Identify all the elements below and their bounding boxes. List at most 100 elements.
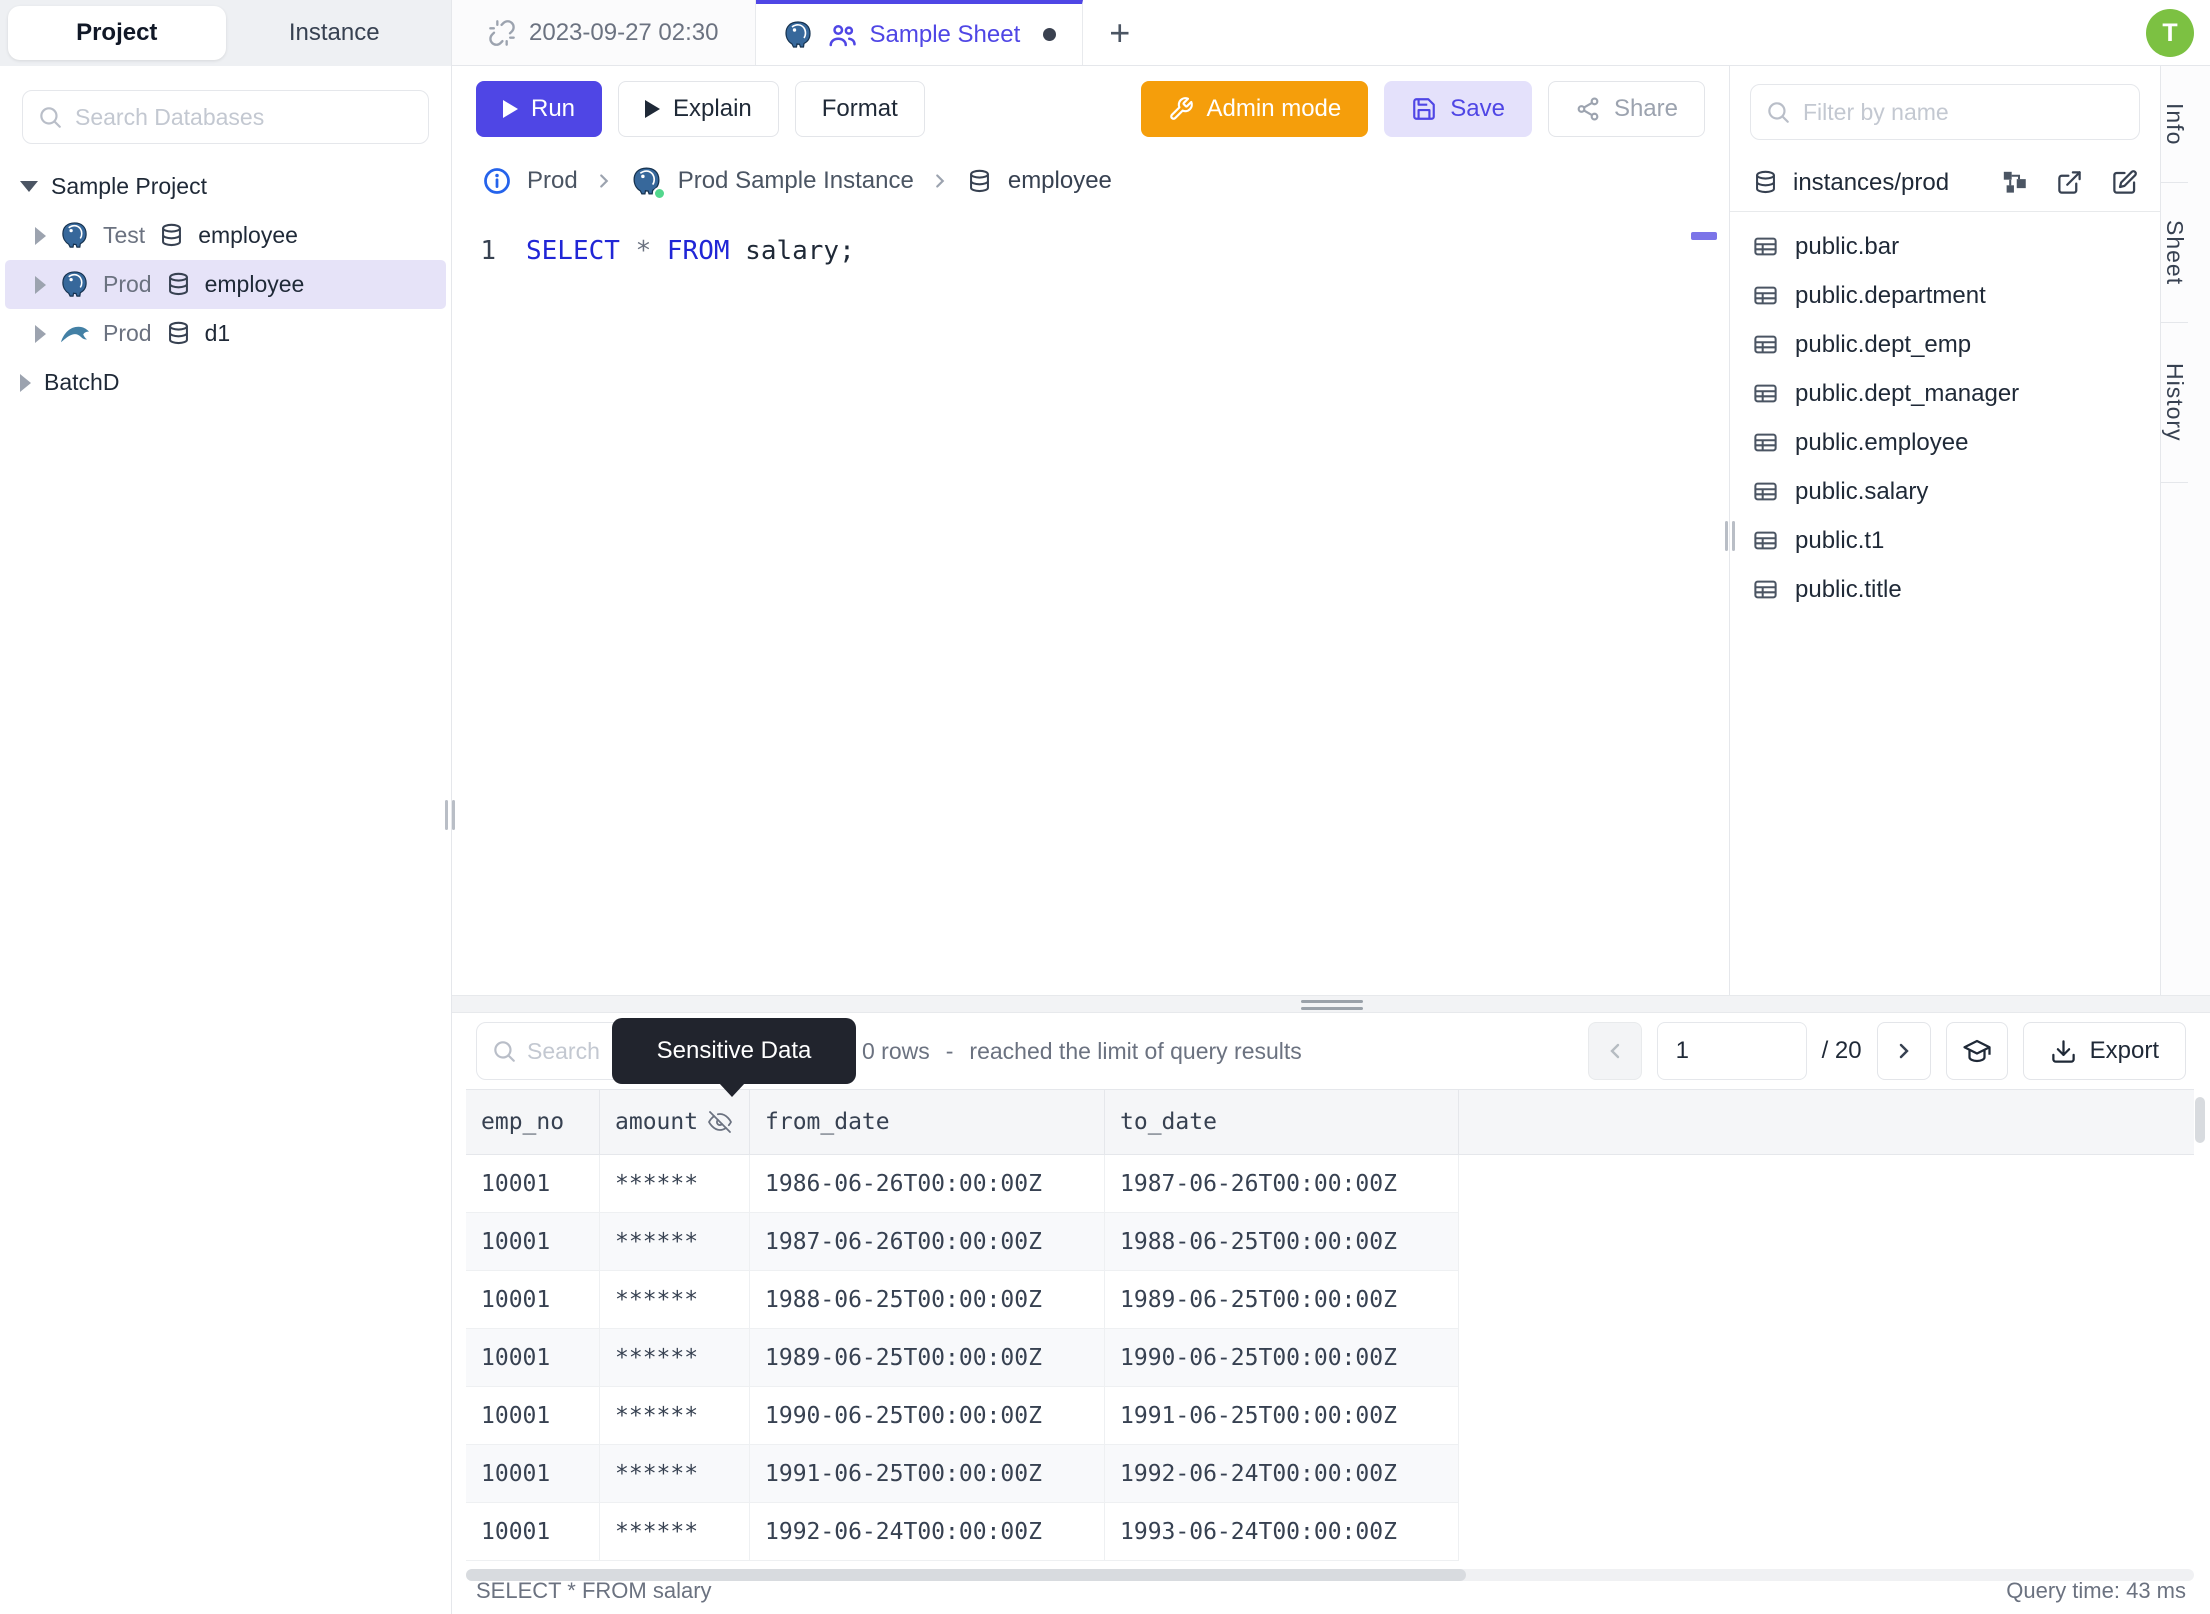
database-icon <box>1752 169 1779 196</box>
environment-label: Prod <box>103 271 152 297</box>
editor-overview-ruler <box>1691 232 1717 240</box>
table-icon <box>1752 576 1779 603</box>
side-strip-tab[interactable]: Info <box>2161 66 2188 183</box>
save-icon <box>1411 96 1437 122</box>
tab-sheet-history[interactable]: 2023-09-27 02:30 <box>452 0 756 65</box>
table-list-item[interactable]: public.dept_emp <box>1730 320 2160 369</box>
schema-panel: instances/prod <box>1730 66 2160 995</box>
graduation-cap-icon[interactable] <box>1945 1022 2008 1080</box>
table-list-item[interactable]: public.title <box>1730 565 2160 614</box>
database-icon <box>966 168 993 195</box>
tree-item-database[interactable]: Test employee <box>5 211 446 260</box>
side-strip-tab-label: History <box>2162 363 2188 442</box>
breadcrumb-instance[interactable]: Prod Sample Instance <box>677 167 914 194</box>
info-icon[interactable] <box>482 166 512 196</box>
edit-icon[interactable] <box>2111 169 2138 196</box>
database-tree: Sample Project Test employee Prod <box>0 158 451 411</box>
chevron-right-icon[interactable] <box>35 324 46 343</box>
cell-filler <box>1459 1155 2194 1213</box>
tab-instance[interactable]: Instance <box>288 19 380 46</box>
sidebar-resize-handle[interactable] <box>445 800 455 830</box>
database-name-label: employee <box>204 271 305 297</box>
code-line: 1 SELECT * FROM salary; <box>452 228 1729 274</box>
drag-grip[interactable] <box>1301 1000 1363 1014</box>
column-header[interactable]: amount <box>600 1090 750 1154</box>
chevron-right-icon[interactable] <box>35 226 46 245</box>
table-icon <box>1752 331 1779 358</box>
results-panel: 0 rows - reached the limit of query resu… <box>452 1013 2210 1614</box>
side-strip-tab[interactable]: Sheet <box>2161 183 2188 323</box>
column-header[interactable]: to_date <box>1105 1090 1459 1154</box>
table-list-item[interactable]: public.department <box>1730 271 2160 320</box>
search-icon <box>491 1038 517 1064</box>
tab-sample-sheet[interactable]: Sample Sheet <box>755 0 1084 65</box>
column-header[interactable]: from_date <box>750 1090 1105 1154</box>
chevron-right-icon[interactable] <box>20 373 31 392</box>
horizontal-scrollbar <box>466 1569 2194 1581</box>
next-page-button[interactable] <box>1876 1022 1931 1080</box>
column-header[interactable]: emp_no <box>466 1090 600 1154</box>
table-list-item[interactable]: public.salary <box>1730 467 2160 516</box>
chevron-right-icon <box>929 170 951 192</box>
cell-amount-masked: ****** <box>600 1503 750 1561</box>
executed-query-label: SELECT * FROM salary <box>476 1578 712 1603</box>
cell-to-date: 1990-06-25T00:00:00Z <box>1105 1329 1459 1387</box>
explain-button[interactable]: Explain <box>618 81 779 137</box>
page-number-input[interactable] <box>1656 1022 1807 1080</box>
table-list-item[interactable]: public.t1 <box>1730 516 2160 565</box>
share-button[interactable]: Share <box>1547 81 1705 137</box>
query-time-label: Query time: 43 ms <box>2006 1578 2186 1603</box>
cell-from-date: 1987-06-26T00:00:00Z <box>750 1213 1105 1271</box>
chevron-right-icon <box>593 170 615 192</box>
tree-item-database[interactable]: Prod d1 <box>5 309 446 358</box>
save-button[interactable]: Save <box>1384 81 1532 137</box>
export-button[interactable]: Export <box>2022 1022 2186 1080</box>
admin-mode-button[interactable]: Admin mode <box>1140 81 1369 137</box>
table-list-item[interactable]: public.employee <box>1730 418 2160 467</box>
panel-resize-handle[interactable] <box>1725 521 1735 551</box>
pagination: / 20 Export <box>1587 1022 2186 1080</box>
project-root-label: Sample Project <box>51 173 207 199</box>
limit-note: reached the limit of query results <box>969 1037 1302 1064</box>
table-list-item[interactable]: public.bar <box>1730 222 2160 271</box>
schema-diagram-icon[interactable] <box>2001 169 2028 196</box>
share-icon <box>1575 96 1601 122</box>
table-name-label: public.bar <box>1795 232 1900 260</box>
run-button[interactable]: Run <box>476 81 603 137</box>
search-databases-input[interactable] <box>75 103 414 131</box>
format-button[interactable]: Format <box>794 81 925 137</box>
horizontal-scrollbar-thumb[interactable] <box>466 1569 1466 1581</box>
cell-to-date: 1991-06-25T00:00:00Z <box>1105 1387 1459 1445</box>
cell-to-date: 1993-06-24T00:00:00Z <box>1105 1503 1459 1561</box>
sql-editor[interactable]: 1 SELECT * FROM salary; <box>452 210 1729 995</box>
chevron-right-icon[interactable] <box>35 275 46 294</box>
user-avatar[interactable]: T <box>2146 9 2194 57</box>
table-row: 10001 ****** 1986-06-26T00:00:00Z 1987-0… <box>466 1155 2194 1213</box>
table-list-item[interactable]: public.dept_manager <box>1730 369 2160 418</box>
instance-online-dot <box>652 186 666 200</box>
tab-project[interactable]: Project <box>8 6 226 60</box>
breadcrumb-environment[interactable]: Prod <box>527 167 578 194</box>
filter-by-name-input[interactable] <box>1803 98 2125 126</box>
chevron-down-icon[interactable] <box>20 181 38 192</box>
vertical-scrollbar-thumb[interactable] <box>2195 1097 2205 1143</box>
table-row: 10001 ****** 1989-06-25T00:00:00Z 1990-0… <box>466 1329 2194 1387</box>
prev-page-button[interactable] <box>1587 1022 1642 1080</box>
tree-item-project[interactable]: BatchD <box>5 358 446 407</box>
tree-item-project-root[interactable]: Sample Project <box>5 162 446 211</box>
breadcrumb-database[interactable]: employee <box>1007 167 1112 194</box>
cell-amount-masked: ****** <box>600 1445 750 1503</box>
sql-token <box>651 236 667 266</box>
database-icon <box>158 222 185 249</box>
side-strip-tab[interactable]: History <box>2161 323 2188 483</box>
external-link-icon[interactable] <box>2056 169 2083 196</box>
column-header-label: amount <box>615 1109 699 1135</box>
schema-path-label[interactable]: instances/prod <box>1793 168 1950 196</box>
main-area: 2023-09-27 02:30 Sample Sheet + T <box>452 0 2210 1614</box>
sql-token: salary; <box>729 236 855 266</box>
eye-off-icon[interactable] <box>708 1110 732 1134</box>
table-row: 10001 ****** 1992-06-24T00:00:00Z 1993-0… <box>466 1503 2194 1561</box>
new-tab-button[interactable]: + <box>1109 11 1131 53</box>
tree-item-database[interactable]: Prod employee <box>5 260 446 309</box>
results-resize-divider[interactable] <box>452 995 2210 1013</box>
